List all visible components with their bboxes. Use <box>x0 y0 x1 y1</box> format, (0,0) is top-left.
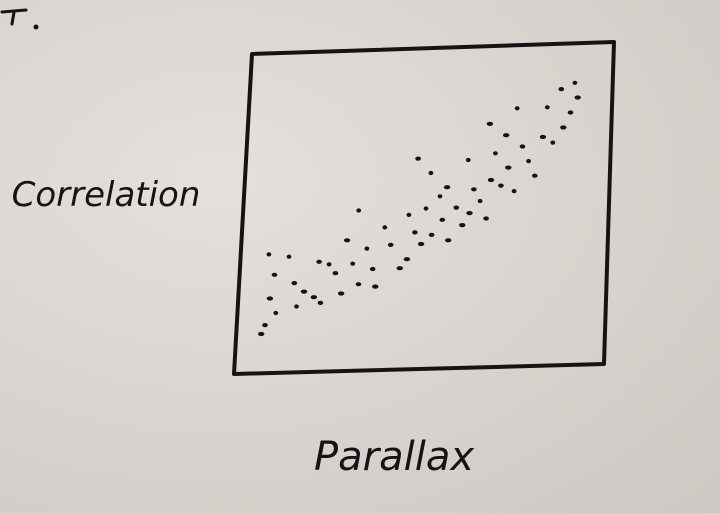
scatter-point <box>364 246 370 251</box>
scatter-point <box>439 217 446 222</box>
scatter-point <box>428 170 434 176</box>
scatter-point <box>526 159 531 164</box>
scatter-point <box>544 105 550 110</box>
scatter-point <box>486 121 494 126</box>
scatter-point <box>396 266 403 271</box>
y-axis-label: Correlation <box>12 175 201 215</box>
scatter-point <box>519 144 526 149</box>
scatter-point <box>511 189 517 194</box>
scatter-point <box>294 304 299 309</box>
scatter-point <box>415 156 421 161</box>
scatter-point <box>466 211 473 216</box>
scatter-point <box>266 252 272 257</box>
scatter-point <box>262 323 268 328</box>
scatter-point <box>437 194 443 199</box>
scatter-point <box>326 262 332 267</box>
scatter-point <box>291 281 298 286</box>
scatter-point <box>477 198 483 204</box>
scatter-point <box>356 208 362 213</box>
scatter-point <box>428 232 435 237</box>
scatter-point <box>387 242 394 247</box>
scatter-point <box>572 80 578 85</box>
scatter-point <box>493 151 498 156</box>
scatter-point <box>258 331 265 337</box>
scatter-point <box>550 140 556 145</box>
scatter-point <box>574 95 581 100</box>
scatter-point <box>350 261 356 266</box>
scatter-point <box>539 134 547 140</box>
scatter-point <box>300 289 308 294</box>
scatter-point <box>266 296 274 301</box>
scatter-point <box>403 257 411 262</box>
scatter-point <box>382 225 388 230</box>
scatter-points <box>258 80 581 337</box>
scatter-point <box>487 177 495 183</box>
scatter-point <box>355 282 362 287</box>
scatter-point <box>417 241 425 247</box>
scatter-point <box>337 291 345 296</box>
scatter-point <box>532 173 538 178</box>
scatter-point <box>471 187 477 192</box>
scatter-point <box>316 259 322 264</box>
scatter-point <box>343 238 351 243</box>
scatter-point <box>372 284 379 289</box>
scatter-point <box>369 266 376 272</box>
scatter-point <box>423 206 429 211</box>
plot-frame <box>232 40 616 376</box>
scatter-point <box>286 254 292 259</box>
scatter-point <box>558 87 565 92</box>
scatter-point <box>498 183 504 188</box>
scatter-point <box>560 125 567 130</box>
scatter-point <box>443 185 451 190</box>
scatter-point <box>505 165 512 170</box>
x-axis-label: Parallax <box>314 434 474 480</box>
scatter-point <box>459 223 466 228</box>
scatter-point <box>483 216 489 221</box>
scatter-point <box>273 310 279 316</box>
scatter-point <box>412 230 418 235</box>
scatter-point <box>514 106 520 111</box>
scatter-point <box>445 238 452 243</box>
scatter-point <box>271 272 278 277</box>
scatter-point <box>567 110 574 115</box>
scatter-point <box>317 300 324 305</box>
scatter-point <box>332 271 339 276</box>
scatter-point <box>406 212 412 217</box>
scatter-point <box>465 157 471 163</box>
scatter-point <box>503 133 510 138</box>
stray-mark <box>0 8 39 30</box>
scatter-point <box>453 205 460 210</box>
scatter-point <box>310 295 318 300</box>
